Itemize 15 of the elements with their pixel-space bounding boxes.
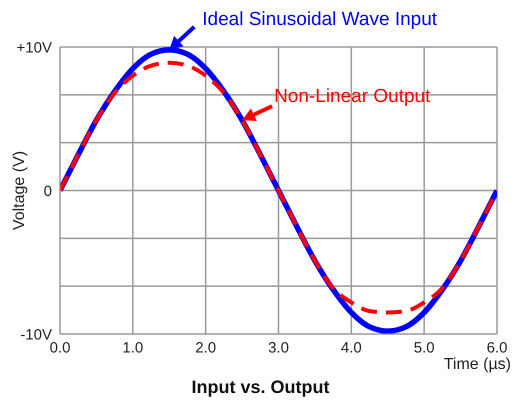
text: Input vs. Output xyxy=(190,377,330,398)
x-tick-label: 0.0 xyxy=(50,340,70,357)
x-tick-label: 3.0 xyxy=(268,340,289,357)
x-tick-label: 5.0 xyxy=(414,340,435,357)
y-tick-label: +10V xyxy=(16,39,52,56)
x-tick-label: 1.0 xyxy=(122,340,144,357)
y-axis-title: Voltage (V) xyxy=(11,150,28,230)
annotation: Ideal Sinusoidal Wave Input xyxy=(202,8,438,31)
y-tick-label: 0 xyxy=(44,182,52,200)
x-axis-title: Time (µs) xyxy=(444,356,511,374)
x-tick-label: 2.0 xyxy=(195,340,216,357)
y-tick-label: -10V xyxy=(20,326,52,344)
x-tick-label: 4.0 xyxy=(340,340,362,357)
x-tick-label: 6.0 xyxy=(486,340,508,357)
annotation: Non-Linear Output xyxy=(274,86,430,108)
